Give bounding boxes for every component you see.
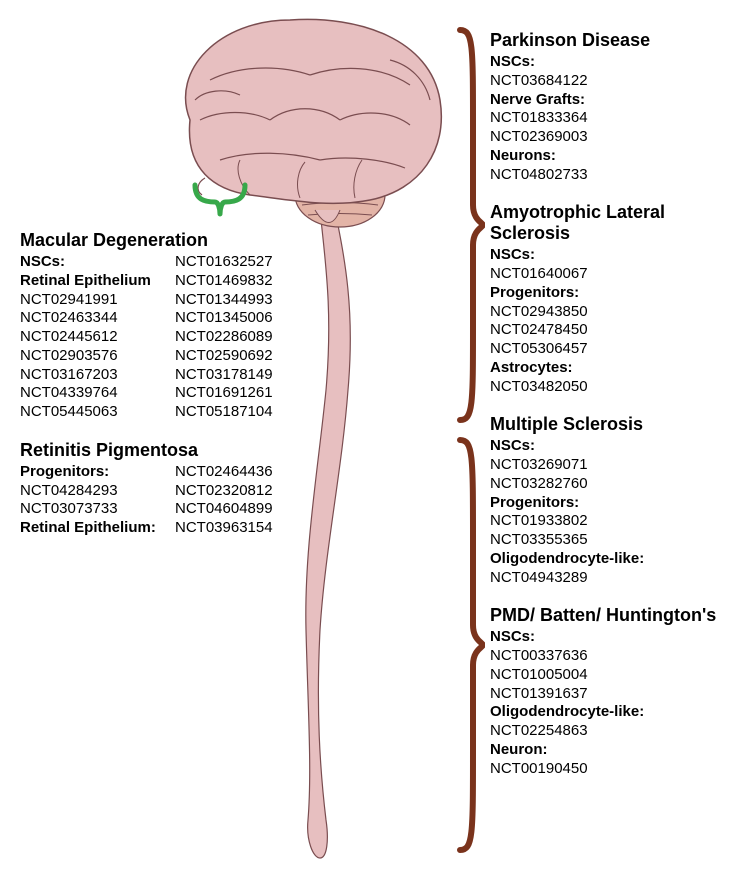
section-title: Amyotrophic Lateral Sclerosis [490, 202, 745, 244]
cell-right: NCT01632527 [175, 253, 325, 272]
list-item: NSCs: [490, 437, 745, 456]
right-column: Parkinson Disease NSCs:NCT03684122Nerve … [490, 30, 745, 796]
cell-right: NCT01344993 [175, 291, 325, 310]
list-item: Nerve Grafts: [490, 91, 745, 110]
list-item: NCT00190450 [490, 760, 745, 779]
section-lines: NSCs:NCT01640067Progenitors:NCT02943850N… [490, 246, 745, 396]
section-pmd: PMD/ Batten/ Huntington's NSCs:NCT003376… [490, 605, 745, 778]
table-row: NSCs:NCT01632527 [20, 253, 330, 272]
table-row: NCT04284293NCT02320812 [20, 482, 330, 501]
list-item: NSCs: [490, 628, 745, 647]
cell-right: NCT04604899 [175, 500, 325, 519]
section-retinitis: Retinitis Pigmentosa Progenitors:NCT0246… [20, 440, 330, 538]
cell-right: NCT02464436 [175, 463, 325, 482]
section-macular: Macular Degeneration NSCs:NCT01632527Ret… [20, 230, 330, 422]
cell-left: NCT02445612 [20, 328, 175, 347]
list-item: NSCs: [490, 246, 745, 265]
list-item: NCT03355365 [490, 531, 745, 550]
list-item: Neurons: [490, 147, 745, 166]
section-title: Macular Degeneration [20, 230, 330, 251]
section-rows: Progenitors:NCT02464436NCT04284293NCT023… [20, 463, 330, 538]
list-item: NCT01640067 [490, 265, 745, 284]
list-item: NCT02369003 [490, 128, 745, 147]
left-column: Macular Degeneration NSCs:NCT01632527Ret… [20, 230, 330, 556]
cell-left: Retinal Epithelium: [20, 519, 175, 538]
brown-bracket-bottom-icon [455, 435, 485, 855]
section-title: Parkinson Disease [490, 30, 745, 51]
list-item: NCT03684122 [490, 72, 745, 91]
list-item: Progenitors: [490, 494, 745, 513]
cell-right: NCT02286089 [175, 328, 325, 347]
table-row: NCT03073733NCT04604899 [20, 500, 330, 519]
list-item: NCT04802733 [490, 166, 745, 185]
table-row: Retinal EpitheliumNCT01469832 [20, 272, 330, 291]
cell-left: NCT05445063 [20, 403, 175, 422]
list-item: NCT01391637 [490, 685, 745, 704]
list-item: NCT01933802 [490, 512, 745, 531]
cell-left: Progenitors: [20, 463, 175, 482]
list-item: NCT03482050 [490, 378, 745, 397]
list-item: Neuron: [490, 741, 745, 760]
brown-bracket-top-icon [455, 25, 485, 425]
figure: { "colors": { "brain_fill": "#e7bfc0", "… [0, 0, 755, 878]
green-bracket-icon [190, 180, 250, 230]
cell-left: NCT04284293 [20, 482, 175, 501]
list-item: NCT05306457 [490, 340, 745, 359]
section-title: PMD/ Batten/ Huntington's [490, 605, 745, 626]
cell-left: NSCs: [20, 253, 175, 272]
list-item: NCT03269071 [490, 456, 745, 475]
cell-left: NCT03167203 [20, 366, 175, 385]
cell-right: NCT03963154 [175, 519, 325, 538]
section-title: Retinitis Pigmentosa [20, 440, 330, 461]
list-item: NCT02254863 [490, 722, 745, 741]
section-rows: NSCs:NCT01632527Retinal EpitheliumNCT014… [20, 253, 330, 422]
cell-left: Retinal Epithelium [20, 272, 175, 291]
section-title: Multiple Sclerosis [490, 414, 745, 435]
list-item: NCT00337636 [490, 647, 745, 666]
section-lines: NSCs:NCT03684122Nerve Grafts:NCT01833364… [490, 53, 745, 184]
cell-right: NCT01345006 [175, 309, 325, 328]
table-row: NCT02941991NCT01344993 [20, 291, 330, 310]
list-item: NCT02478450 [490, 321, 745, 340]
list-item: Oligodendrocyte-like: [490, 550, 745, 569]
list-item: NSCs: [490, 53, 745, 72]
table-row: NCT04339764NCT01691261 [20, 384, 330, 403]
cell-right: NCT01469832 [175, 272, 325, 291]
section-ms: Multiple Sclerosis NSCs:NCT03269071NCT03… [490, 414, 745, 587]
cell-left: NCT04339764 [20, 384, 175, 403]
table-row: NCT03167203NCT03178149 [20, 366, 330, 385]
cell-left: NCT02903576 [20, 347, 175, 366]
table-row: NCT02903576NCT02590692 [20, 347, 330, 366]
table-row: Progenitors:NCT02464436 [20, 463, 330, 482]
table-row: Retinal Epithelium:NCT03963154 [20, 519, 330, 538]
cell-right: NCT02590692 [175, 347, 325, 366]
section-parkinson: Parkinson Disease NSCs:NCT03684122Nerve … [490, 30, 745, 184]
section-als: Amyotrophic Lateral Sclerosis NSCs:NCT01… [490, 202, 745, 396]
cell-right: NCT01691261 [175, 384, 325, 403]
list-item: Progenitors: [490, 284, 745, 303]
list-item: Astrocytes: [490, 359, 745, 378]
list-item: NCT01005004 [490, 666, 745, 685]
cell-left: NCT02941991 [20, 291, 175, 310]
section-lines: NSCs:NCT00337636NCT01005004NCT01391637Ol… [490, 628, 745, 778]
cell-right: NCT02320812 [175, 482, 325, 501]
cell-left: NCT02463344 [20, 309, 175, 328]
table-row: NCT02445612NCT02286089 [20, 328, 330, 347]
cell-right: NCT03178149 [175, 366, 325, 385]
list-item: NCT01833364 [490, 109, 745, 128]
table-row: NCT02463344NCT01345006 [20, 309, 330, 328]
section-lines: NSCs:NCT03269071NCT03282760Progenitors:N… [490, 437, 745, 587]
list-item: NCT02943850 [490, 303, 745, 322]
table-row: NCT05445063NCT05187104 [20, 403, 330, 422]
list-item: NCT03282760 [490, 475, 745, 494]
list-item: Oligodendrocyte-like: [490, 703, 745, 722]
cell-right: NCT05187104 [175, 403, 325, 422]
cell-left: NCT03073733 [20, 500, 175, 519]
list-item: NCT04943289 [490, 569, 745, 588]
